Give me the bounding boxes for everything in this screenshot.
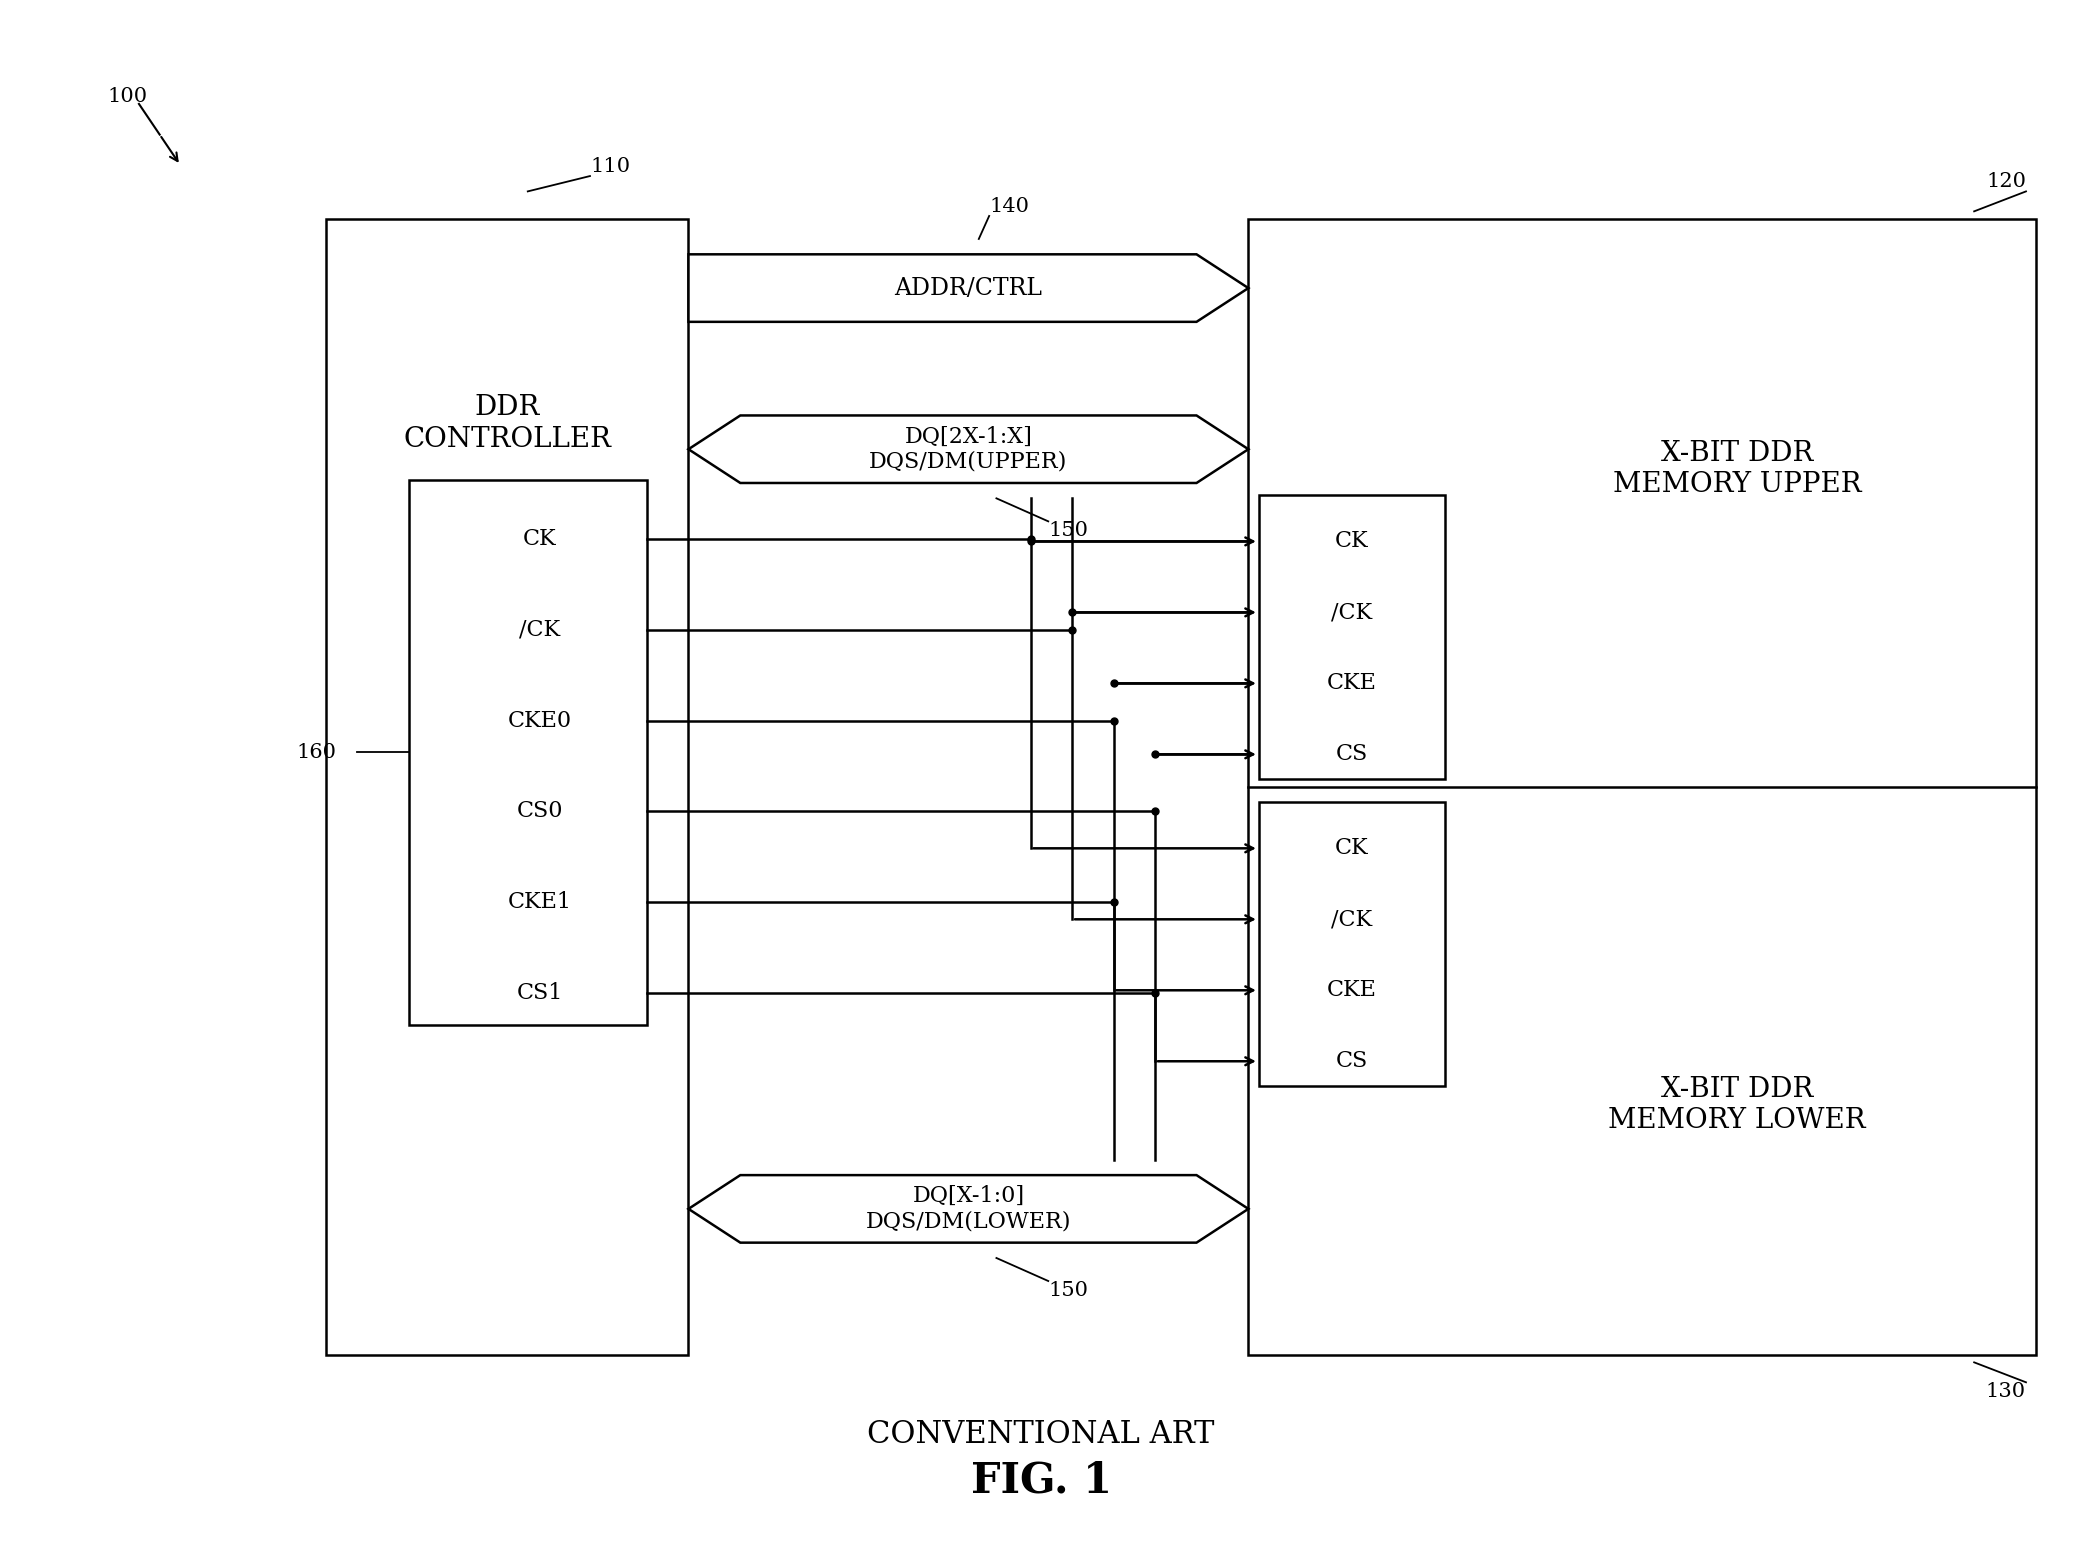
Bar bbox=[1249, 219, 2036, 1355]
Text: ADDR/CTRL: ADDR/CTRL bbox=[895, 276, 1043, 299]
Text: FIG. 1: FIG. 1 bbox=[970, 1460, 1112, 1501]
Text: CKE1: CKE1 bbox=[508, 892, 573, 913]
Text: /CK: /CK bbox=[1332, 602, 1372, 623]
Text: CS: CS bbox=[1337, 1051, 1368, 1072]
Text: 140: 140 bbox=[989, 198, 1029, 216]
Text: 120: 120 bbox=[1986, 173, 2026, 191]
Text: CONVENTIONAL ART: CONVENTIONAL ART bbox=[868, 1420, 1214, 1450]
Bar bbox=[1260, 802, 1445, 1086]
Text: 160: 160 bbox=[296, 742, 335, 762]
Text: CK: CK bbox=[523, 528, 556, 549]
Polygon shape bbox=[689, 255, 1249, 322]
Text: CS1: CS1 bbox=[516, 981, 562, 1004]
Text: CKE: CKE bbox=[1326, 673, 1376, 694]
Polygon shape bbox=[689, 1176, 1249, 1242]
Text: 110: 110 bbox=[589, 157, 631, 176]
Text: /CK: /CK bbox=[518, 619, 560, 640]
Text: CK: CK bbox=[1335, 838, 1368, 859]
Text: 150: 150 bbox=[1047, 1281, 1089, 1301]
Text: X-BIT DDR
MEMORY LOWER: X-BIT DDR MEMORY LOWER bbox=[1607, 1075, 1865, 1134]
Text: DDR
CONTROLLER: DDR CONTROLLER bbox=[404, 395, 610, 452]
Text: DQ[2X-1:X]
DQS/DM(UPPER): DQ[2X-1:X] DQS/DM(UPPER) bbox=[868, 426, 1068, 472]
Text: 130: 130 bbox=[1986, 1383, 2026, 1401]
Bar bbox=[325, 219, 689, 1355]
Text: 100: 100 bbox=[108, 86, 148, 106]
Text: CS: CS bbox=[1337, 744, 1368, 765]
Bar bbox=[408, 480, 648, 1025]
Text: CK: CK bbox=[1335, 531, 1368, 552]
Polygon shape bbox=[689, 415, 1249, 483]
Text: CS0: CS0 bbox=[516, 801, 562, 822]
Text: CKE: CKE bbox=[1326, 980, 1376, 1001]
Bar bbox=[1260, 495, 1445, 779]
Text: CKE0: CKE0 bbox=[508, 710, 573, 731]
Text: DQ[X-1:0]
DQS/DM(LOWER): DQ[X-1:0] DQS/DM(LOWER) bbox=[866, 1185, 1070, 1233]
Text: /CK: /CK bbox=[1332, 909, 1372, 930]
Text: X-BIT DDR
MEMORY UPPER: X-BIT DDR MEMORY UPPER bbox=[1614, 440, 1861, 498]
Text: 150: 150 bbox=[1047, 522, 1089, 540]
